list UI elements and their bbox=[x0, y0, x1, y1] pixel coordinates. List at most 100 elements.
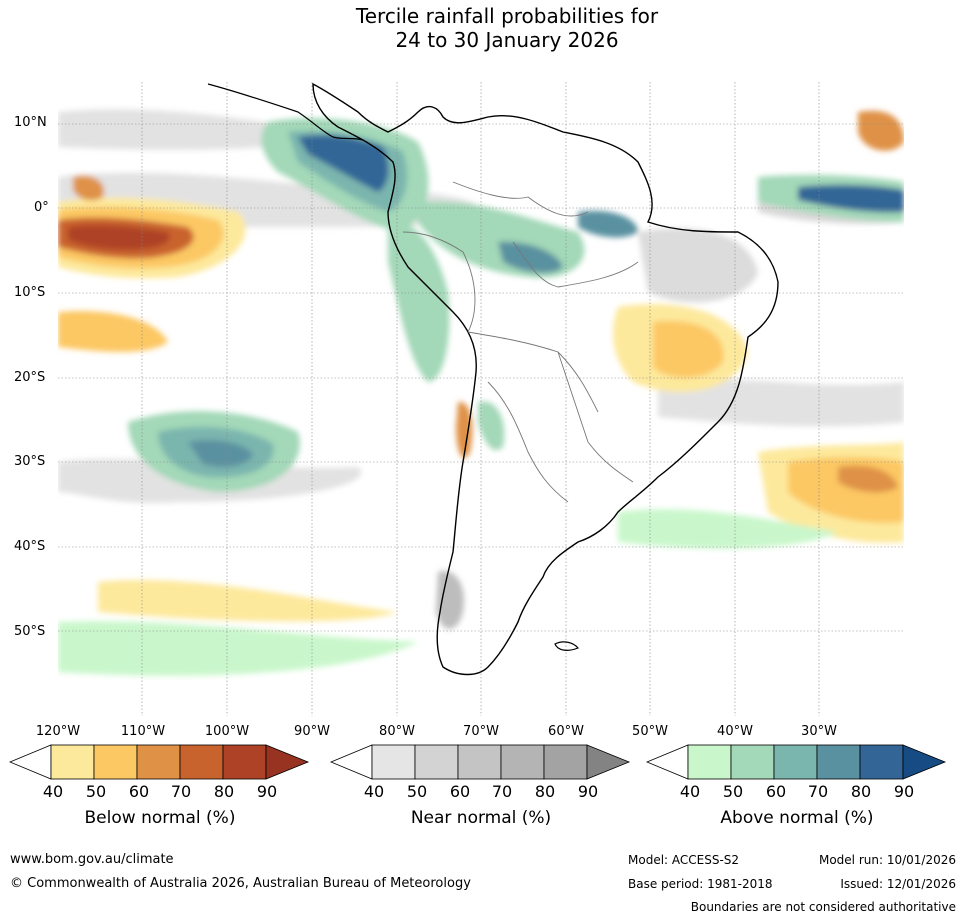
lon-label-40w: 40°W bbox=[717, 724, 753, 739]
probability-map bbox=[58, 82, 904, 716]
near-bar-segment bbox=[414, 744, 459, 780]
base-period: Base period: 1981-2018 bbox=[628, 877, 773, 891]
lon-label-70w: 70°W bbox=[463, 724, 499, 739]
above-tick: 70 bbox=[807, 782, 829, 801]
boundary-disclaimer: Boundaries are not considered authoritat… bbox=[690, 900, 956, 914]
above-atlantic-core bbox=[798, 184, 904, 213]
below-eq-pacific-peak bbox=[68, 224, 170, 250]
copyright-notice: © Commonwealth of Australia 2026, Austra… bbox=[10, 876, 471, 891]
colorbar-below bbox=[9, 744, 310, 780]
title-line-2: 24 to 30 January 2026 bbox=[395, 28, 619, 52]
below-bar-upper-cap bbox=[265, 744, 310, 780]
above-normal-title: Above normal (%) bbox=[720, 808, 874, 828]
near-patagonia bbox=[436, 571, 464, 629]
above-bar-upper-cap bbox=[902, 744, 947, 780]
below-south-band bbox=[98, 579, 398, 622]
near-bar-segment bbox=[371, 744, 416, 780]
below-tick: 70 bbox=[170, 782, 192, 801]
lat-label-30s: 30°S bbox=[14, 454, 46, 469]
south-america-coastline bbox=[312, 82, 779, 676]
above-bar-segment bbox=[730, 744, 775, 780]
lon-label-100w: 100°W bbox=[204, 724, 250, 739]
above-south-atl-green bbox=[618, 509, 838, 549]
below-bar-segment bbox=[179, 744, 224, 780]
below-tick: 50 bbox=[85, 782, 107, 801]
near-tick: 90 bbox=[577, 782, 599, 801]
graticule bbox=[58, 82, 904, 716]
above-amazon-east bbox=[578, 210, 638, 238]
above-tick: 90 bbox=[893, 782, 915, 801]
above-tick: 60 bbox=[765, 782, 787, 801]
near-normal-title: Near normal (%) bbox=[410, 808, 552, 828]
above-south-green bbox=[58, 621, 418, 676]
above-bar-segment bbox=[859, 744, 904, 780]
model-run-date: Model run: 10/01/2026 bbox=[818, 853, 956, 867]
lon-label-110w: 110°W bbox=[120, 724, 166, 739]
below-tick: 60 bbox=[128, 782, 150, 801]
lon-label-60w: 60°W bbox=[548, 724, 584, 739]
lat-label-40s: 40°S bbox=[14, 539, 46, 554]
above-andes bbox=[388, 221, 450, 382]
above-bar-lower-cap bbox=[646, 744, 689, 780]
country-borders bbox=[402, 181, 639, 503]
lat-label-0: 0° bbox=[34, 200, 49, 215]
colorbar-above bbox=[646, 744, 947, 780]
lon-label-50w: 50°W bbox=[632, 724, 668, 739]
above-tick: 80 bbox=[850, 782, 872, 801]
lon-label-90w: 90°W bbox=[294, 724, 330, 739]
below-brazil-core bbox=[653, 321, 724, 378]
below-bar-segment bbox=[222, 744, 267, 780]
above-colombia-core bbox=[298, 135, 389, 192]
near-bar-lower-cap bbox=[330, 744, 373, 780]
below-bar-segment bbox=[50, 744, 95, 780]
map-canvas bbox=[58, 82, 904, 716]
near-tick: 80 bbox=[534, 782, 556, 801]
below-tick: 80 bbox=[213, 782, 235, 801]
title-line-1: Tercile rainfall probabilities for bbox=[355, 4, 659, 28]
near-tick: 60 bbox=[449, 782, 471, 801]
lat-label-10s: 10°S bbox=[14, 285, 46, 300]
below-south-pacific bbox=[58, 311, 168, 352]
below-south-atl-peak bbox=[838, 465, 898, 493]
above-south-pacific-core bbox=[188, 440, 253, 467]
above-bar-segment bbox=[816, 744, 861, 780]
central-america-coastline bbox=[207, 83, 364, 141]
near-tick: 40 bbox=[363, 782, 385, 801]
below-bar-segment bbox=[136, 744, 181, 780]
near-bar-segment bbox=[543, 744, 588, 780]
near-south-atlantic bbox=[658, 379, 904, 427]
below-normal-title: Below normal (%) bbox=[84, 808, 236, 828]
below-tick: 90 bbox=[256, 782, 278, 801]
below-tick: 40 bbox=[42, 782, 64, 801]
above-tick: 50 bbox=[722, 782, 744, 801]
website-link[interactable]: www.bom.gov.au/climate bbox=[10, 852, 174, 867]
lat-label-10n: 10°N bbox=[14, 115, 47, 130]
near-bar-segment bbox=[457, 744, 502, 780]
lon-label-120w: 120°W bbox=[35, 724, 81, 739]
near-tick: 50 bbox=[406, 782, 428, 801]
above-bar-segment bbox=[687, 744, 732, 780]
above-amazon-core bbox=[498, 241, 563, 274]
lon-label-30w: 30°W bbox=[801, 724, 837, 739]
near-bar-upper-cap bbox=[586, 744, 631, 780]
below-bar-lower-cap bbox=[9, 744, 52, 780]
near-tick: 70 bbox=[491, 782, 513, 801]
chart-title: Tercile rainfall probabilities for 24 to… bbox=[0, 4, 965, 52]
above-bar-segment bbox=[773, 744, 818, 780]
colorbar-near bbox=[330, 744, 631, 780]
above-argentina bbox=[478, 401, 505, 451]
above-tick: 40 bbox=[679, 782, 701, 801]
below-bar-segment bbox=[93, 744, 138, 780]
below-small-west bbox=[73, 175, 104, 201]
lon-label-80w: 80°W bbox=[379, 724, 415, 739]
shading-layer bbox=[58, 109, 904, 676]
lat-label-20s: 20°S bbox=[14, 370, 46, 385]
below-atl-ne bbox=[858, 110, 904, 151]
below-chile-coast bbox=[456, 401, 473, 458]
near-amazon bbox=[638, 228, 758, 303]
lat-label-50s: 50°S bbox=[14, 624, 46, 639]
issued-date: Issued: 12/01/2026 bbox=[840, 877, 956, 891]
model-name: Model: ACCESS-S2 bbox=[628, 853, 740, 867]
falklands-coastline bbox=[554, 641, 579, 651]
near-bar-segment bbox=[500, 744, 545, 780]
